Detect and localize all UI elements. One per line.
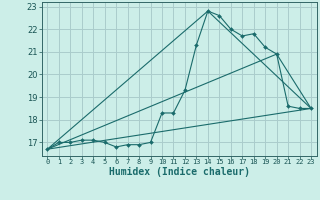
X-axis label: Humidex (Indice chaleur): Humidex (Indice chaleur) bbox=[109, 167, 250, 177]
